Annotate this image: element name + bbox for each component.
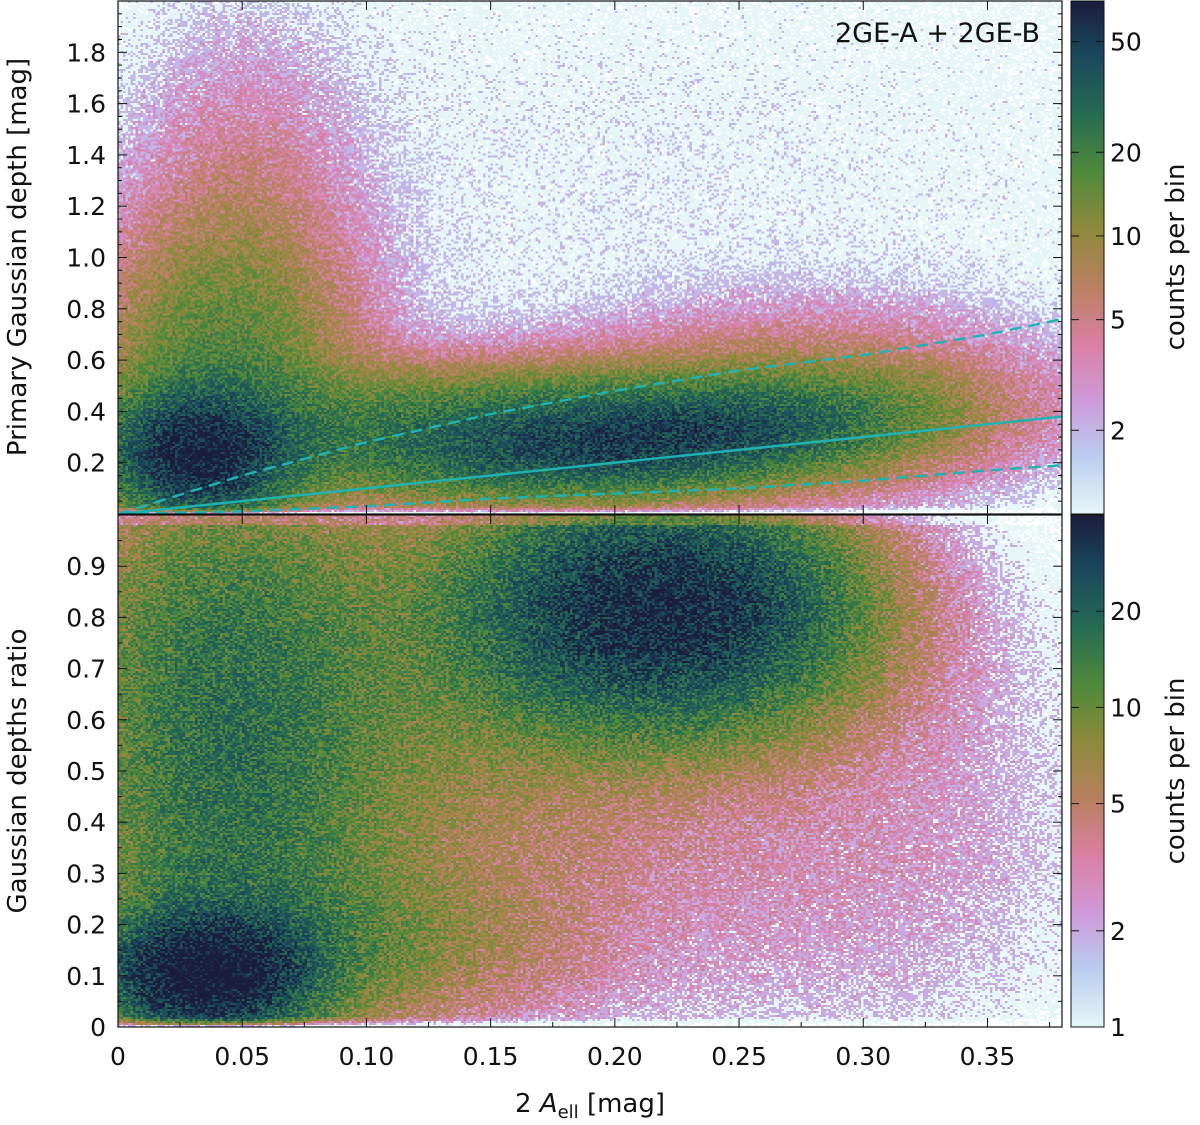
bottom-x-tick-label: 0.25 — [711, 1042, 767, 1071]
top-colorbar-tick-label: 10 — [1110, 222, 1142, 251]
top-colorbar-tick-label: 20 — [1110, 138, 1142, 167]
bottom-y-tick-label: 0.5 — [66, 757, 106, 786]
bottom-y-tick-label: 0.8 — [66, 603, 106, 632]
bottom-colorbar-tick-label: 10 — [1110, 693, 1142, 722]
x-axis-label-unit: [mag] — [587, 1089, 665, 1119]
bottom-x-tick-label: 0.30 — [835, 1042, 891, 1071]
bottom-colorbar-gradient-bar — [1070, 514, 1105, 1028]
top-annotation: 2GE-A + 2GE-B — [835, 18, 1040, 49]
bottom-x-axis-ticks: 0 0.05 0.10 0.15 0.20 0.25 0.30 0.35 — [110, 515, 1051, 1071]
bottom-y-tick-label: 0.3 — [66, 859, 106, 888]
top-colorbar-gradient-bar — [1070, 0, 1105, 515]
top-y-tick-label: 0.6 — [66, 346, 106, 375]
bottom-x-tick-label: 0 — [110, 1042, 126, 1071]
top-overlay-lines — [118, 317, 1062, 514]
bottom-colorbar: 1 2 5 10 20 counts per bin — [1070, 514, 1191, 1042]
bottom-y-tick-label: 0.1 — [66, 962, 106, 991]
bottom-x-tick-label: 0.10 — [339, 1042, 395, 1071]
bottom-colorbar-tick-label: 5 — [1110, 790, 1126, 819]
bottom-colorbar-tick-label: 20 — [1110, 597, 1142, 626]
bottom-x-tick-label: 0.20 — [587, 1042, 643, 1071]
bottom-y-axis-ticks: 0 0.1 0.2 0.3 0.4 0.5 0.6 0.7 0.8 0.9 — [66, 540, 1062, 1042]
top-colorbar-ticks: 2 5 10 20 50 — [1071, 28, 1142, 445]
bottom-y-tick-label: 0.7 — [66, 655, 106, 684]
bottom-density-heatmap — [118, 515, 1062, 1027]
top-colorbar-tick-label: 5 — [1110, 306, 1126, 335]
bottom-colorbar-tick-label: 1 — [1110, 1013, 1126, 1042]
bottom-y-tick-label: 0 — [90, 1013, 106, 1042]
bottom-x-tick-label: 0.15 — [463, 1042, 519, 1071]
top-y-axis-ticks: 0.2 0.4 0.6 0.8 1.0 1.2 1.4 1.6 1.8 — [66, 13, 1062, 502]
bottom-y-tick-label: 0.6 — [66, 706, 106, 735]
bottom-panel: 0 0.1 0.2 0.3 0.4 0.5 0.6 0.7 0.8 0.9 0 0.05 0.10 0.… — [3, 514, 1063, 1071]
top-y-tick-label: 1.4 — [66, 141, 106, 170]
top-y-tick-label: 1.2 — [66, 192, 106, 221]
dashed-envelope-line-2 — [118, 464, 1062, 514]
bottom-colorbar-tick-label: 2 — [1110, 917, 1126, 946]
x-axis-label-symbol: A — [538, 1089, 558, 1119]
top-panel: 0.2 0.4 0.6 0.8 1.0 1.2 1.4 1.6 1.8 2GE-A + 2GE-… — [3, 0, 1063, 515]
top-y-tick-label: 1.8 — [66, 38, 106, 67]
x-axis-label-subscript: ell — [558, 1102, 579, 1123]
bottom-y-tick-label: 0.4 — [66, 808, 106, 837]
x-axis-label-prefix: 2 — [515, 1089, 532, 1119]
bottom-y-tick-label: 0.2 — [66, 911, 106, 940]
bottom-y-axis-label: Gaussian depths ratio — [3, 629, 33, 914]
top-y-tick-label: 1.6 — [66, 90, 106, 119]
top-x-axis-ticks — [117, 1, 988, 514]
top-y-tick-label: 0.8 — [66, 295, 106, 324]
top-y-tick-label: 1.0 — [66, 244, 106, 273]
top-y-axis-label: Primary Gaussian depth [mag] — [3, 58, 33, 456]
dashed-envelope-line-1 — [118, 317, 1062, 514]
bottom-y-tick-label: 0.9 — [66, 552, 106, 581]
top-colorbar: 2 5 10 20 50 counts per bin — [1070, 0, 1191, 515]
top-colorbar-tick-label: 50 — [1110, 28, 1142, 57]
bottom-colorbar-label: counts per bin — [1161, 678, 1191, 865]
top-colorbar-label: counts per bin — [1161, 164, 1191, 351]
top-density-heatmap — [118, 1, 1062, 514]
bottom-x-tick-label: 0.35 — [960, 1042, 1016, 1071]
bottom-colorbar-ticks: 1 2 5 10 20 — [1071, 597, 1142, 1042]
x-axis-label: 2 Aell [mag] — [515, 1089, 665, 1123]
bottom-x-tick-label: 0.05 — [214, 1042, 270, 1071]
top-colorbar-tick-label: 2 — [1110, 416, 1126, 445]
top-y-tick-label: 0.2 — [66, 449, 106, 478]
solid-trend-line — [118, 415, 1062, 514]
top-y-tick-label: 0.4 — [66, 397, 106, 426]
